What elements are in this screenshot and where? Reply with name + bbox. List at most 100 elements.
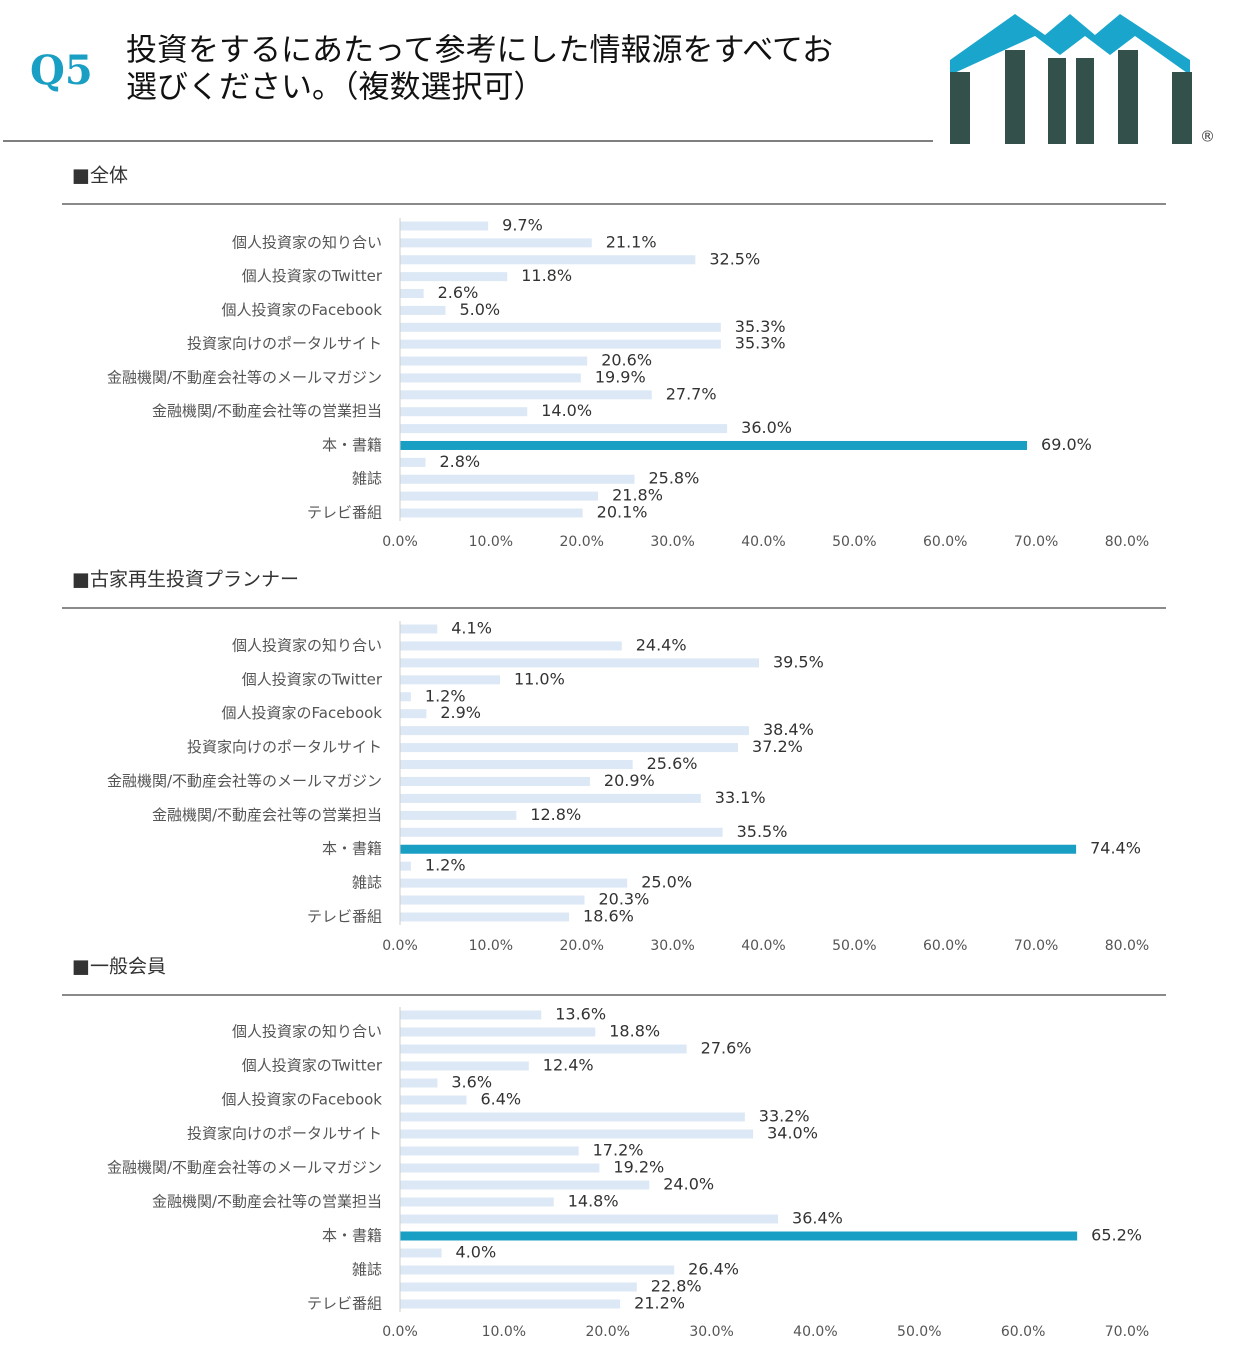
x-tick-label: 20.0%	[560, 534, 604, 550]
category-label: 個人投資家のFacebook	[222, 1091, 383, 1109]
value-label: 4.1%	[451, 619, 492, 638]
value-label: 1.2%	[425, 686, 466, 705]
bar	[400, 827, 723, 837]
x-tick-label: 0.0%	[382, 938, 418, 954]
bar	[400, 1095, 467, 1105]
bar	[400, 692, 411, 702]
value-label: 35.3%	[735, 317, 786, 336]
value-label: 25.0%	[641, 873, 692, 892]
bar	[400, 675, 500, 685]
bar	[400, 726, 749, 736]
logo	[950, 14, 1192, 144]
x-tick-label: 30.0%	[689, 1324, 733, 1340]
chart-title: ■一般会員	[72, 956, 166, 978]
value-label: 39.5%	[773, 652, 824, 671]
bar	[400, 1078, 438, 1088]
category-label: 本・書籍	[322, 840, 382, 858]
value-label: 9.7%	[502, 216, 543, 235]
category-label: 金融機関/不動産会社等の営業担当	[152, 402, 382, 420]
value-label: 20.9%	[604, 771, 655, 790]
x-tick-label: 20.0%	[560, 938, 604, 954]
category-label: 投資家向けのポータルサイト	[187, 1125, 382, 1143]
bar	[400, 1282, 637, 1292]
x-tick-label: 30.0%	[650, 534, 694, 550]
bar	[400, 624, 438, 634]
category-label: 個人投資家のTwitter	[242, 1057, 383, 1075]
question-label: Q5	[30, 47, 93, 94]
bar	[400, 641, 622, 651]
bar	[400, 743, 739, 753]
value-label: 2.9%	[440, 703, 481, 722]
category-label: 個人投資家の知り合い	[232, 636, 382, 654]
value-label: 20.3%	[598, 890, 649, 909]
bar	[400, 1214, 779, 1224]
x-tick-label: 60.0%	[923, 938, 967, 954]
value-label: 11.0%	[514, 669, 565, 688]
value-label: 12.4%	[543, 1056, 594, 1075]
bar	[400, 878, 628, 888]
category-label: テレビ番組	[307, 504, 382, 522]
bar	[400, 793, 701, 803]
x-tick-label: 40.0%	[741, 534, 785, 550]
value-label: 27.6%	[701, 1039, 752, 1058]
category-label: 個人投資家の知り合い	[232, 233, 382, 251]
bar	[400, 844, 1077, 854]
x-tick-label: 30.0%	[650, 938, 694, 954]
x-tick-label: 60.0%	[923, 534, 967, 550]
bar	[400, 1044, 687, 1054]
x-tick-label: 10.0%	[482, 1324, 526, 1340]
bar	[400, 373, 581, 383]
question-title: 投資をするにあたって参考にした情報源をすべてお	[126, 33, 833, 69]
x-tick-label: 50.0%	[832, 938, 876, 954]
value-label: 13.6%	[555, 1005, 606, 1024]
value-label: 74.4%	[1090, 839, 1141, 858]
bar	[400, 760, 633, 770]
value-label: 38.4%	[763, 720, 814, 739]
bar	[400, 1180, 650, 1190]
bar	[400, 339, 721, 349]
category-label: 雑誌	[352, 874, 382, 892]
bar	[400, 861, 411, 871]
value-label: 33.1%	[715, 788, 766, 807]
chart-title: ■古家再生投資プランナー	[72, 569, 299, 591]
bar	[400, 305, 446, 315]
value-label: 21.8%	[612, 486, 663, 505]
x-tick-label: 70.0%	[1014, 534, 1058, 550]
value-label: 33.2%	[759, 1107, 810, 1126]
category-label: 投資家向けのポータルサイト	[187, 335, 382, 353]
value-label: 14.8%	[568, 1192, 619, 1211]
x-tick-label: 40.0%	[741, 938, 785, 954]
value-label: 18.8%	[609, 1022, 660, 1041]
value-label: 32.5%	[709, 249, 760, 268]
category-label: テレビ番組	[307, 908, 382, 926]
value-label: 37.2%	[752, 737, 803, 756]
category-label: 雑誌	[352, 1261, 382, 1279]
category-label: 個人投資家のTwitter	[242, 670, 383, 688]
value-label: 4.0%	[456, 1243, 497, 1262]
bar	[400, 356, 588, 366]
bar	[400, 238, 592, 248]
value-label: 1.2%	[425, 856, 466, 875]
category-label: 本・書籍	[322, 1227, 382, 1245]
bar	[400, 658, 759, 668]
value-label: 20.6%	[601, 351, 652, 370]
value-label: 36.0%	[741, 418, 792, 437]
value-label: 21.2%	[634, 1294, 685, 1313]
bar	[400, 255, 696, 265]
x-tick-label: 70.0%	[1014, 938, 1058, 954]
x-tick-label: 80.0%	[1105, 534, 1149, 550]
value-label: 6.4%	[480, 1090, 521, 1109]
value-label: 34.0%	[767, 1124, 818, 1143]
bar	[400, 1112, 745, 1122]
bar	[400, 1248, 442, 1258]
value-label: 17.2%	[593, 1141, 644, 1160]
value-label: 5.0%	[459, 300, 500, 319]
category-label: 金融機関/不動産会社等のメールマガジン	[107, 368, 382, 386]
bar	[400, 1027, 596, 1037]
x-tick-label: 20.0%	[585, 1324, 629, 1340]
value-label: 18.6%	[583, 907, 634, 926]
category-label: 個人投資家のFacebook	[222, 704, 383, 722]
bar	[400, 390, 652, 400]
